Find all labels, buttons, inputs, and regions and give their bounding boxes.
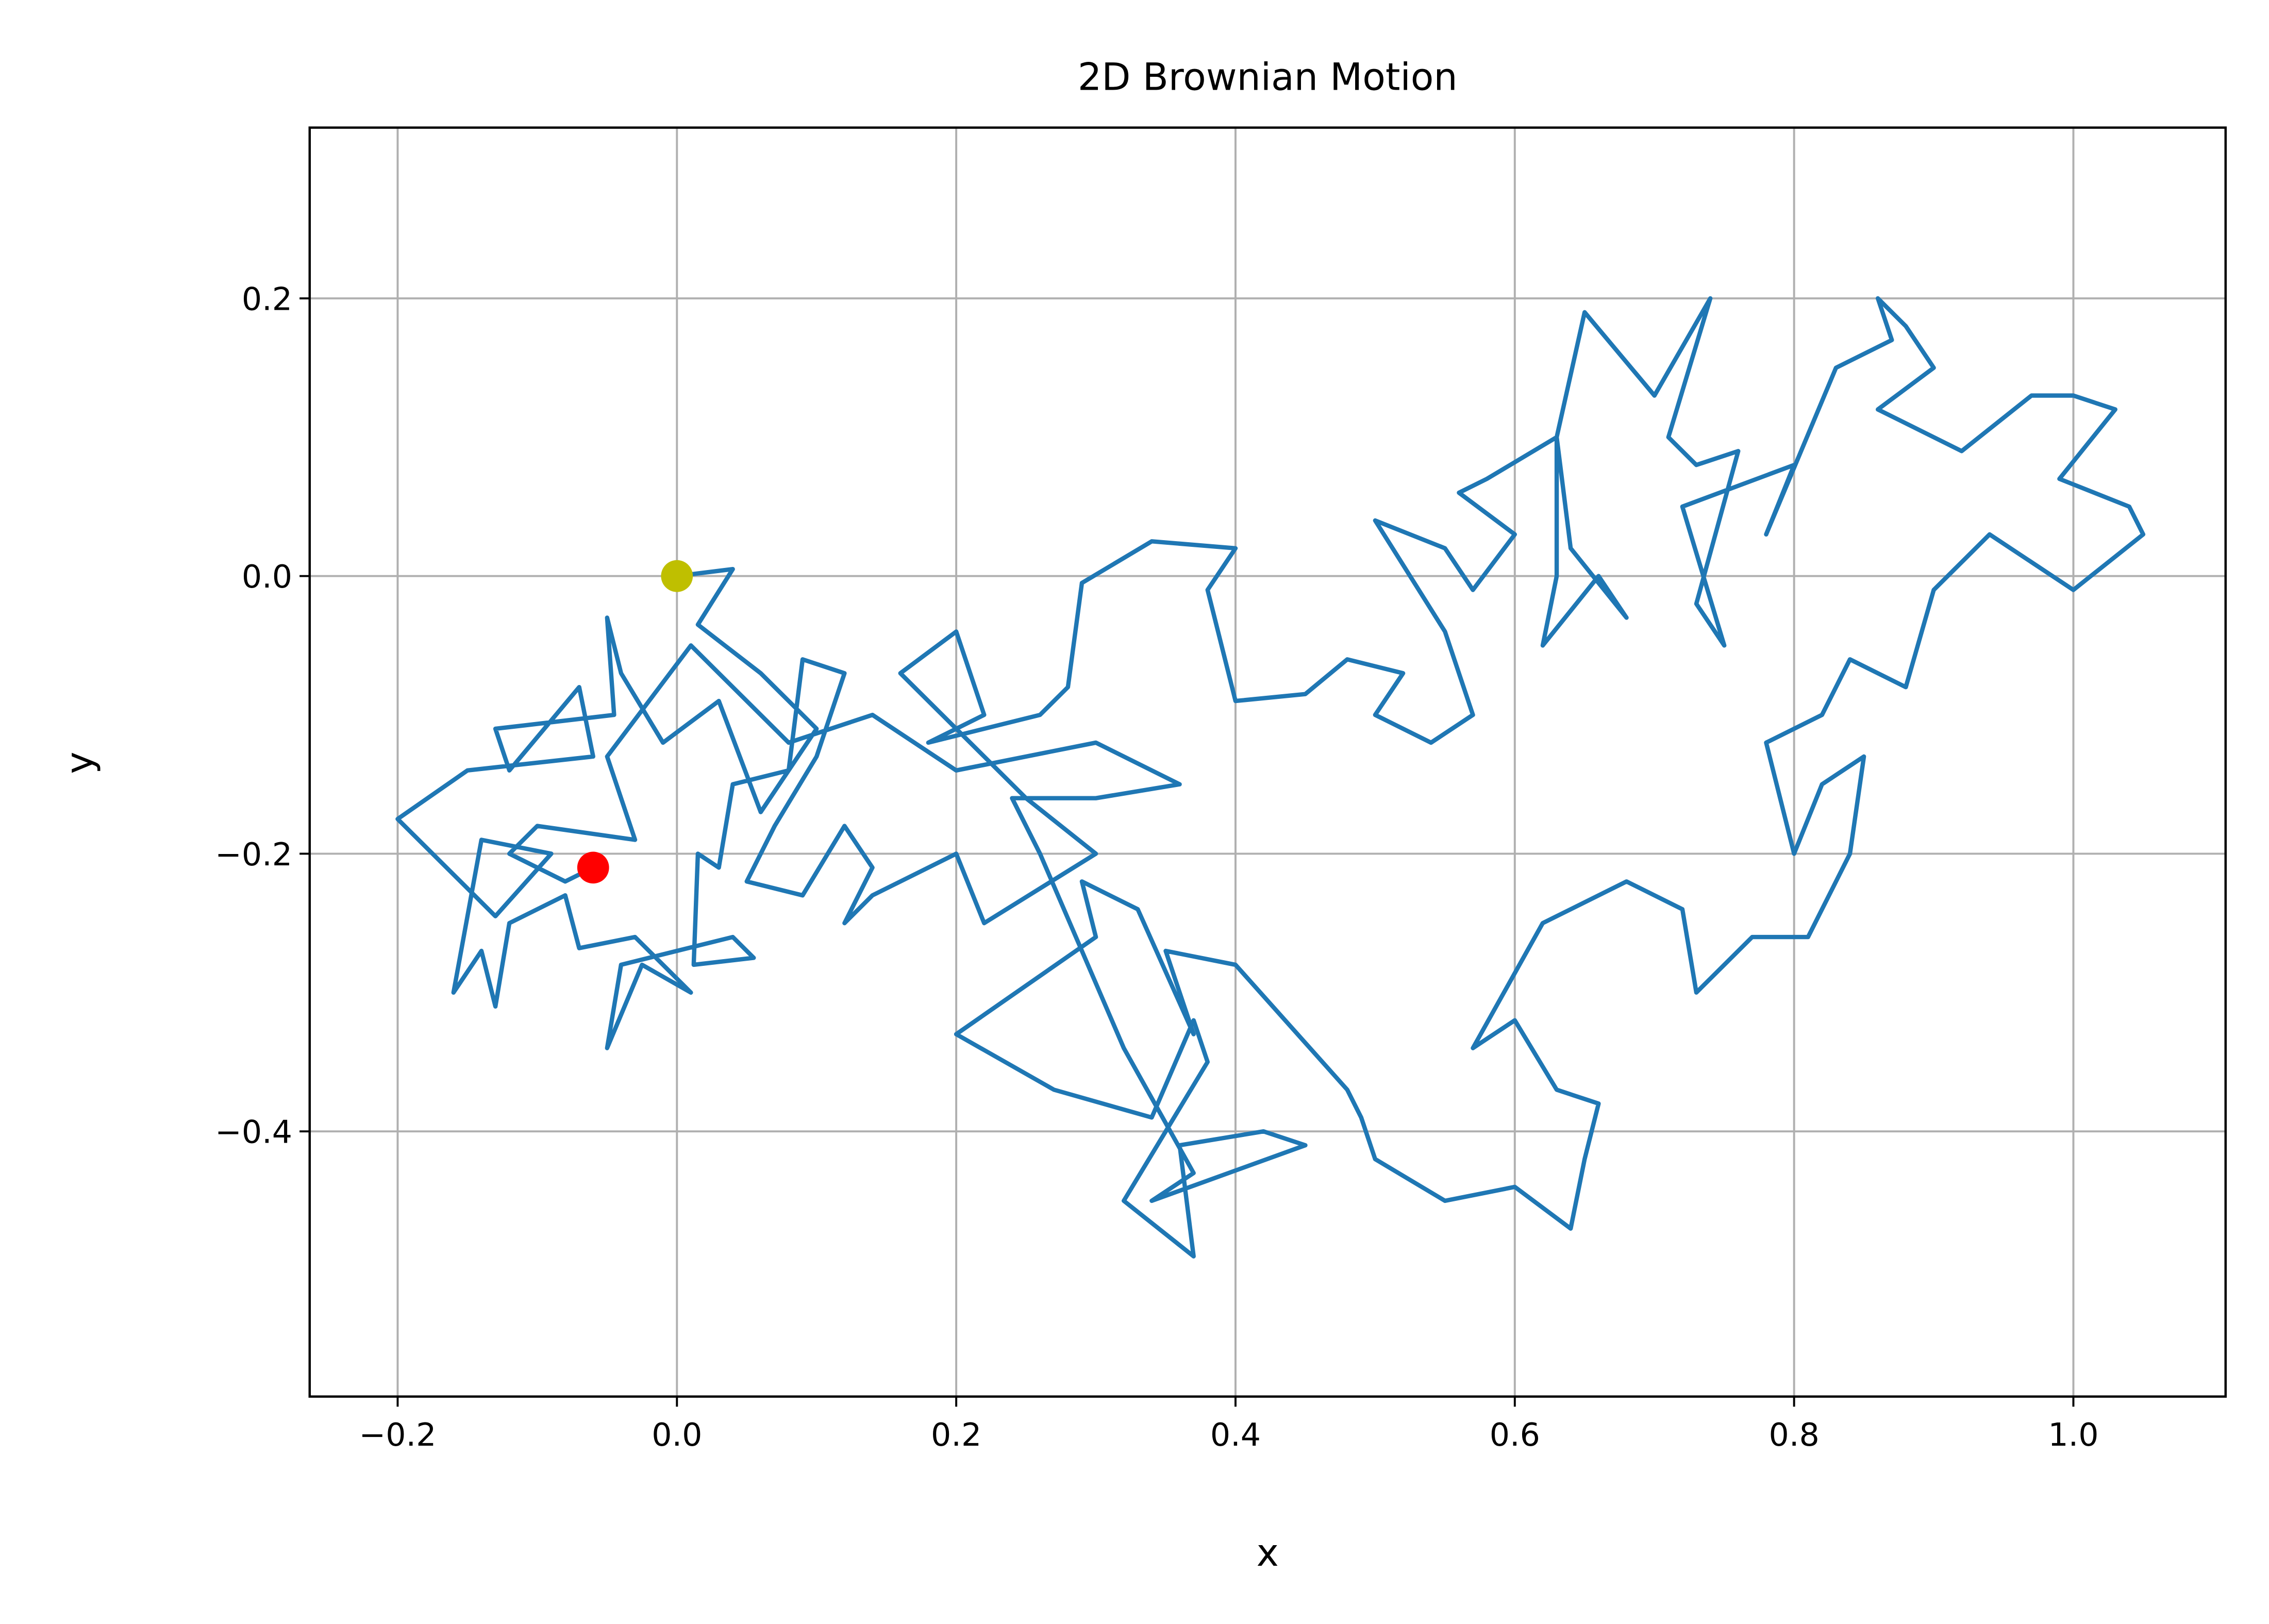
x-tick-label: −0.2 (359, 1416, 436, 1453)
y-tick-label: 0.2 (242, 280, 292, 317)
grid (309, 127, 2226, 1397)
y-tick-label: −0.2 (215, 836, 292, 873)
y-axis-label: y (58, 751, 102, 774)
x-tick-label: 0.6 (1490, 1416, 1540, 1453)
ticks: −0.2 0.0 0.2 0.4 0.6 0.8 1.0 −0.4 −0.2 0.0 0.2 (215, 280, 2098, 1453)
chart-title: 2D Brownian Motion (1078, 56, 1458, 99)
line-series (395, 296, 2146, 1259)
plot-area (395, 296, 2146, 1259)
x-tick-label: 0.2 (931, 1416, 981, 1453)
x-tick-label: 1.0 (2048, 1416, 2098, 1453)
point-marker (661, 560, 693, 592)
y-tick-label: 0.0 (242, 558, 292, 595)
axes-frame (308, 126, 2227, 1398)
point-marker (577, 851, 609, 884)
y-tick-label: −0.4 (215, 1114, 292, 1151)
x-tick-label: 0.8 (1769, 1416, 1820, 1453)
x-axis-label: x (1257, 1531, 1279, 1575)
x-tick-label: 0.4 (1210, 1416, 1261, 1453)
x-tick-label: 0.0 (652, 1416, 702, 1453)
